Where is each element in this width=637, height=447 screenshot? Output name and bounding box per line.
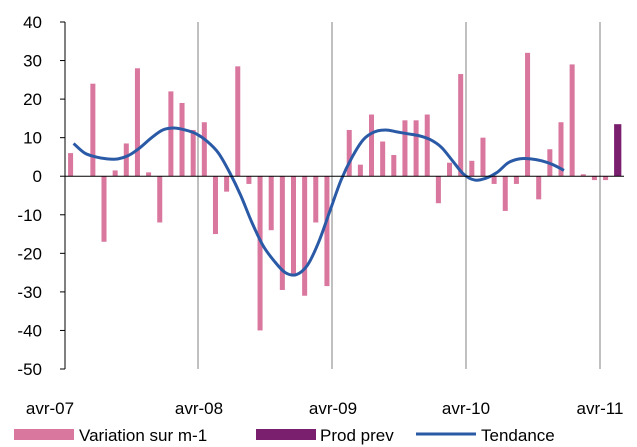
bar-variation-21 <box>302 176 308 296</box>
bar-variation-41 <box>525 52 531 177</box>
grid-lines <box>197 22 601 369</box>
bar-variation-30 <box>402 120 408 177</box>
bar-variation-3 <box>101 176 107 242</box>
y-tick-label--10: -10 <box>17 206 42 225</box>
bar-variation-40 <box>513 176 519 184</box>
bar-variation-11 <box>190 129 196 177</box>
bar-variation-37 <box>480 137 486 177</box>
bar-variation-12 <box>201 122 207 177</box>
legend-swatch-prod-prev <box>256 429 316 440</box>
bar-variation-31 <box>413 120 419 177</box>
bar-variation-33 <box>435 176 441 204</box>
legend-swatch-variation <box>14 429 74 440</box>
bar-prod-prev-0 <box>614 124 622 177</box>
bar-variation-5 <box>123 143 129 177</box>
x-tick-labels: avr-07 avr-08 avr-09 avr-10 avr-11 <box>26 399 624 418</box>
bar-variation-7 <box>146 172 152 177</box>
bar-variation-10 <box>179 102 185 177</box>
bar-variation-16 <box>246 176 252 184</box>
bar-variation-34 <box>447 162 453 177</box>
legend-label-variation: Variation sur m-1 <box>79 426 207 445</box>
bar-variation-19 <box>279 176 285 290</box>
bar-variation-14 <box>224 176 230 192</box>
bar-variation-4 <box>112 170 118 177</box>
bar-variation-9 <box>168 91 174 177</box>
x-tick-label-avr-08: avr-08 <box>175 399 223 418</box>
x-tick-label-avr-09: avr-09 <box>309 399 357 418</box>
bar-variation-47 <box>591 176 597 181</box>
bar-variation-39 <box>502 176 508 211</box>
bar-variation-44 <box>558 122 564 177</box>
bar-variation-29 <box>391 155 397 177</box>
y-tick-label--30: -30 <box>17 283 42 302</box>
bar-variation-25 <box>346 129 352 177</box>
bar-variation-2 <box>90 83 96 177</box>
bar-variation-32 <box>424 114 430 177</box>
bar-variation-17 <box>257 176 263 331</box>
bar-variation-18 <box>268 176 274 231</box>
bar-variation-23 <box>324 176 330 287</box>
axes <box>60 21 624 370</box>
legend: Variation sur m-1 Prod prev Tendance <box>14 426 555 445</box>
bar-variation-38 <box>491 176 497 184</box>
bar-variation-6 <box>134 68 140 177</box>
bar-variation-22 <box>313 176 319 223</box>
y-tick-label-10: 10 <box>23 129 42 148</box>
bar-variation-13 <box>212 176 218 235</box>
bar-variation-20 <box>290 176 296 277</box>
bar-variation-45 <box>569 64 575 177</box>
y-tick-label--20: -20 <box>17 244 42 263</box>
x-tick-label-avr-10: avr-10 <box>442 399 490 418</box>
y-tick-labels: -50 -40 -30 -20 -10 0 10 20 30 40 <box>17 13 42 379</box>
bar-variation-26 <box>357 164 363 177</box>
prod-prev-bars <box>614 124 622 177</box>
bar-variation-0 <box>68 153 74 177</box>
y-tick-label--40: -40 <box>17 321 42 340</box>
legend-label-tendance: Tendance <box>481 426 555 445</box>
x-tick-label-avr-07: avr-07 <box>26 399 74 418</box>
variation-bars <box>68 52 609 331</box>
bar-variation-8 <box>157 176 163 223</box>
x-tick-label-avr-11: avr-11 <box>577 399 624 418</box>
y-tick-label--50: -50 <box>17 360 42 379</box>
legend-label-prod-prev: Prod prev <box>320 426 394 445</box>
bar-variation-27 <box>369 114 375 177</box>
bar-variation-36 <box>469 160 475 177</box>
bar-variation-48 <box>603 176 609 181</box>
bar-variation-42 <box>536 176 542 200</box>
bar-variation-46 <box>580 174 586 177</box>
bar-variation-28 <box>380 141 386 177</box>
bar-variation-15 <box>235 66 241 177</box>
bar-variation-35 <box>458 74 464 177</box>
y-tick-label-30: 30 <box>23 52 42 71</box>
y-tick-label-20: 20 <box>23 90 42 109</box>
y-tick-label-0: 0 <box>33 167 42 186</box>
tendance-line-group <box>72 126 565 277</box>
tendance-line <box>72 126 565 277</box>
y-tick-label-40: 40 <box>23 13 42 32</box>
